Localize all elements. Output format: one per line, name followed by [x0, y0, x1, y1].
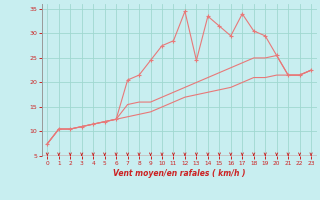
X-axis label: Vent moyen/en rafales ( km/h ): Vent moyen/en rafales ( km/h ) — [113, 169, 245, 178]
